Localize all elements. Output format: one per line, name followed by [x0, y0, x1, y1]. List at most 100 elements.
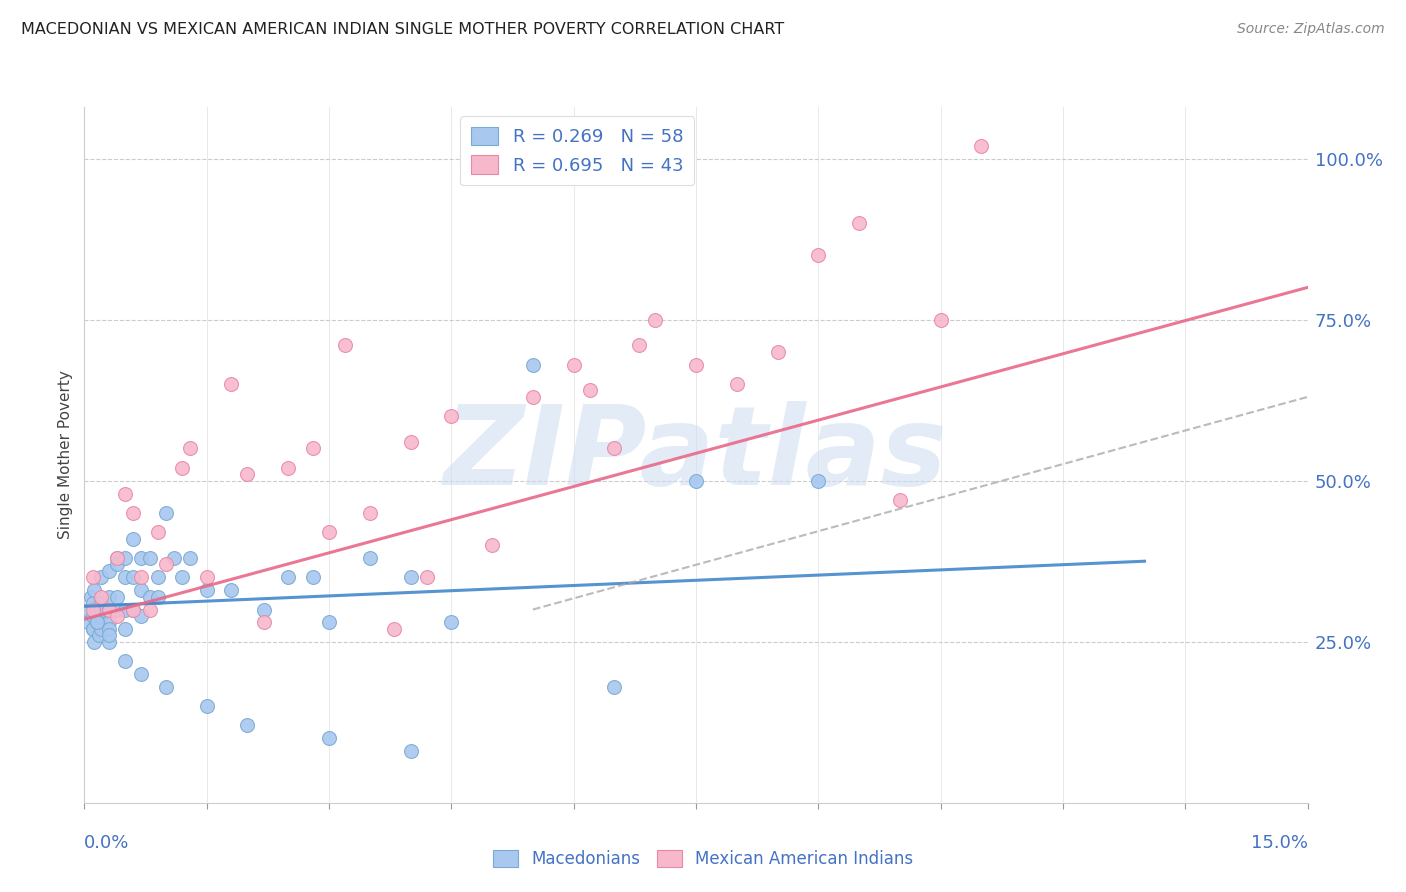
Point: [399, 435, 422, 450]
Point: [105, 551, 128, 566]
Point: [359, 506, 381, 520]
Point: [97, 615, 120, 630]
Point: [522, 358, 544, 372]
Point: [122, 570, 145, 584]
Point: [807, 474, 830, 488]
Point: [685, 358, 707, 372]
Point: [90, 590, 112, 604]
Point: [82, 609, 104, 624]
Point: [82, 596, 104, 610]
Point: [318, 615, 340, 630]
Point: [318, 525, 340, 540]
Point: [146, 525, 169, 540]
Point: [219, 377, 242, 392]
Point: [766, 344, 789, 359]
Point: [114, 551, 136, 566]
Text: 0.0%: 0.0%: [84, 834, 129, 852]
Point: [82, 622, 104, 636]
Legend: Macedonians, Mexican American Indians: Macedonians, Mexican American Indians: [486, 843, 920, 875]
Text: ZIPatlas: ZIPatlas: [444, 401, 948, 508]
Point: [579, 384, 602, 398]
Point: [179, 442, 201, 456]
Point: [122, 602, 145, 616]
Point: [163, 551, 186, 566]
Point: [97, 634, 120, 648]
Point: [86, 615, 108, 630]
Point: [97, 602, 120, 616]
Point: [105, 590, 128, 604]
Point: [131, 583, 153, 598]
Point: [138, 602, 160, 616]
Point: [603, 680, 626, 694]
Point: [929, 312, 952, 326]
Point: [86, 602, 108, 616]
Point: [97, 602, 120, 616]
Point: [138, 590, 160, 604]
Point: [399, 570, 422, 584]
Point: [105, 609, 128, 624]
Point: [83, 583, 105, 598]
Point: [90, 609, 112, 624]
Point: [97, 622, 120, 636]
Point: [86, 615, 108, 630]
Point: [131, 570, 153, 584]
Point: [90, 622, 112, 636]
Point: [90, 570, 112, 584]
Point: [77, 615, 100, 630]
Point: [105, 558, 128, 572]
Point: [97, 564, 120, 578]
Point: [889, 493, 911, 508]
Point: [131, 551, 153, 566]
Point: [80, 590, 103, 604]
Point: [970, 138, 993, 153]
Point: [82, 622, 104, 636]
Point: [195, 583, 218, 598]
Point: [114, 570, 136, 584]
Point: [399, 744, 422, 758]
Text: MACEDONIAN VS MEXICAN AMERICAN INDIAN SINGLE MOTHER POVERTY CORRELATION CHART: MACEDONIAN VS MEXICAN AMERICAN INDIAN SI…: [21, 22, 785, 37]
Point: [807, 248, 830, 262]
Point: [359, 551, 381, 566]
Point: [155, 506, 177, 520]
Point: [481, 538, 503, 552]
Legend: R = 0.269   N = 58, R = 0.695   N = 43: R = 0.269 N = 58, R = 0.695 N = 43: [460, 116, 695, 186]
Point: [382, 622, 405, 636]
Point: [114, 622, 136, 636]
Point: [105, 551, 128, 566]
Point: [155, 680, 177, 694]
Point: [114, 602, 136, 616]
Point: [122, 506, 145, 520]
Point: [195, 699, 218, 714]
Point: [82, 570, 104, 584]
Point: [83, 634, 105, 648]
Y-axis label: Single Mother Poverty: Single Mother Poverty: [58, 370, 73, 540]
Point: [644, 312, 666, 326]
Point: [97, 590, 120, 604]
Point: [97, 628, 120, 642]
Point: [440, 615, 463, 630]
Point: [77, 602, 100, 616]
Point: [522, 390, 544, 404]
Point: [114, 654, 136, 668]
Point: [131, 667, 153, 681]
Point: [335, 338, 357, 352]
Point: [301, 442, 323, 456]
Point: [146, 590, 169, 604]
Point: [90, 602, 112, 616]
Point: [90, 596, 112, 610]
Point: [146, 570, 169, 584]
Point: [172, 570, 194, 584]
Point: [301, 570, 323, 584]
Point: [195, 570, 218, 584]
Point: [603, 442, 626, 456]
Text: 15.0%: 15.0%: [1250, 834, 1308, 852]
Point: [105, 602, 128, 616]
Point: [627, 338, 650, 352]
Point: [253, 602, 276, 616]
Point: [562, 358, 585, 372]
Point: [87, 628, 110, 642]
Point: [277, 460, 299, 475]
Point: [131, 609, 153, 624]
Point: [138, 551, 160, 566]
Point: [277, 570, 299, 584]
